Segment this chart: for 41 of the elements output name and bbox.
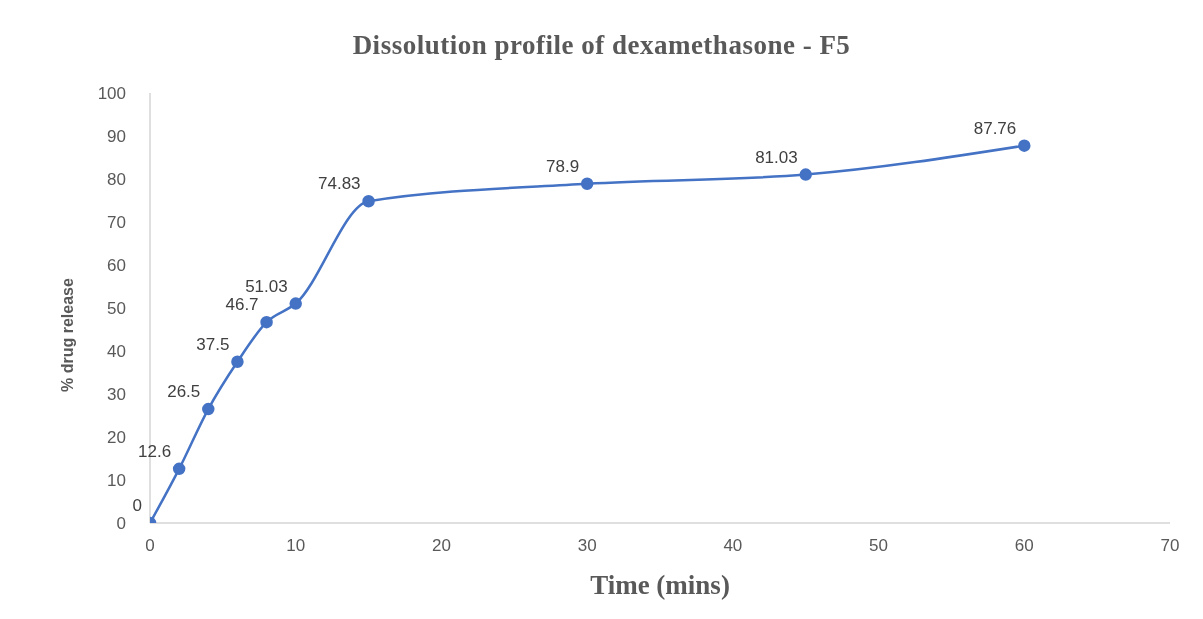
x-tick-label: 40 [723,536,743,556]
data-label: 46.7 [225,295,259,315]
point [1018,139,1031,152]
y-axis-title: % drug release [59,277,77,394]
data-label: 87.76 [973,118,1017,138]
data-label: 0 [132,496,142,515]
y-tick-label: 10 [107,471,126,491]
point [202,402,215,416]
chart-title: Dissolution profile of dexamethasone - F5 [351,30,852,61]
point [231,355,244,368]
y-tick-label: 30 [107,385,126,405]
y-tick-label: 40 [107,342,126,362]
point [362,194,375,208]
y-tick-label: 60 [107,256,126,276]
point [580,177,594,190]
y-tick-label: 50 [107,299,126,319]
data-label: 78.9 [546,156,580,176]
x-tick-label: 70 [1160,536,1180,556]
x-axis-title: Time (mins) [589,570,731,601]
y-tick-label: 20 [107,428,126,448]
data-label: 12.6 [138,441,172,461]
data-label: 74.83 [318,174,361,194]
y-tick-label: 100 [97,84,126,104]
x-tick-label: 10 [286,536,306,556]
y-tick-label: 80 [107,170,126,190]
data-label: 81.03 [755,147,798,167]
x-tick-label: 60 [1014,536,1034,556]
point [172,462,186,476]
point [260,315,273,329]
y-tick-label: 70 [107,213,126,233]
x-tick-label: 30 [577,536,597,556]
y-tick-label: 90 [107,127,126,147]
x-tick-label: 20 [431,536,451,556]
point [799,168,812,181]
x-tick-label: 0 [145,536,155,556]
point [289,297,302,310]
y-tick-label: 0 [116,514,126,534]
data-label: 26.5 [167,382,201,402]
data-label: 37.5 [196,334,230,354]
data-label: 51.03 [245,276,288,296]
x-tick-label: 50 [869,536,889,556]
